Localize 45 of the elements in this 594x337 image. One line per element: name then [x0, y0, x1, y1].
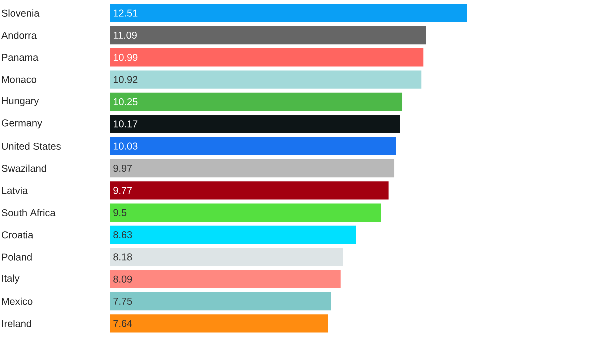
bar — [110, 70, 422, 89]
bar — [110, 159, 395, 178]
data-label: 9.5 — [114, 209, 127, 216]
y-tick-label: Ireland — [2, 320, 32, 328]
data-label: 11.09 — [114, 32, 137, 39]
bar — [110, 204, 382, 222]
bar — [110, 248, 344, 266]
y-tick-label: Mexico — [2, 298, 33, 306]
bar — [110, 4, 468, 22]
y-tick-label: United States — [2, 142, 61, 150]
y-tick-label: Monaco — [2, 76, 37, 84]
data-label: 9.97 — [114, 164, 132, 172]
bar — [110, 292, 332, 311]
bar — [110, 48, 424, 67]
y-tick-label: Italy — [2, 274, 20, 284]
y-tick-label: Panama — [2, 54, 39, 62]
bar — [110, 137, 396, 156]
data-label: 9.77 — [114, 187, 132, 194]
bar — [110, 115, 400, 134]
bar — [110, 182, 389, 200]
data-label: 10.92 — [114, 76, 138, 84]
y-tick-label: Poland — [2, 254, 32, 261]
y-tick-label: Swaziland — [2, 164, 46, 172]
bar — [110, 226, 356, 244]
data-label: 7.64 — [114, 320, 132, 328]
data-label: 10.99 — [114, 54, 138, 62]
bar — [110, 314, 328, 333]
data-label: 8.18 — [114, 254, 132, 261]
y-tick-label: Croatia — [2, 231, 34, 239]
data-label: 8.63 — [114, 231, 132, 239]
bar — [110, 270, 341, 288]
y-tick-label: Slovenia — [2, 10, 40, 17]
data-label: 10.25 — [114, 98, 138, 106]
data-label: 10.17 — [114, 120, 138, 128]
data-label: 7.75 — [114, 298, 132, 306]
bar — [110, 26, 426, 45]
y-tick-label: Andorra — [2, 32, 37, 40]
bar — [110, 92, 403, 112]
data-label: 12.51 — [114, 10, 138, 17]
data-label: 8.09 — [114, 276, 132, 283]
y-tick-label: Hungary — [2, 98, 40, 106]
y-tick-label: Latvia — [2, 187, 28, 194]
data-label: 10.03 — [114, 142, 138, 150]
y-tick-label: South Africa — [2, 209, 56, 216]
y-tick-label: Germany — [2, 120, 42, 129]
